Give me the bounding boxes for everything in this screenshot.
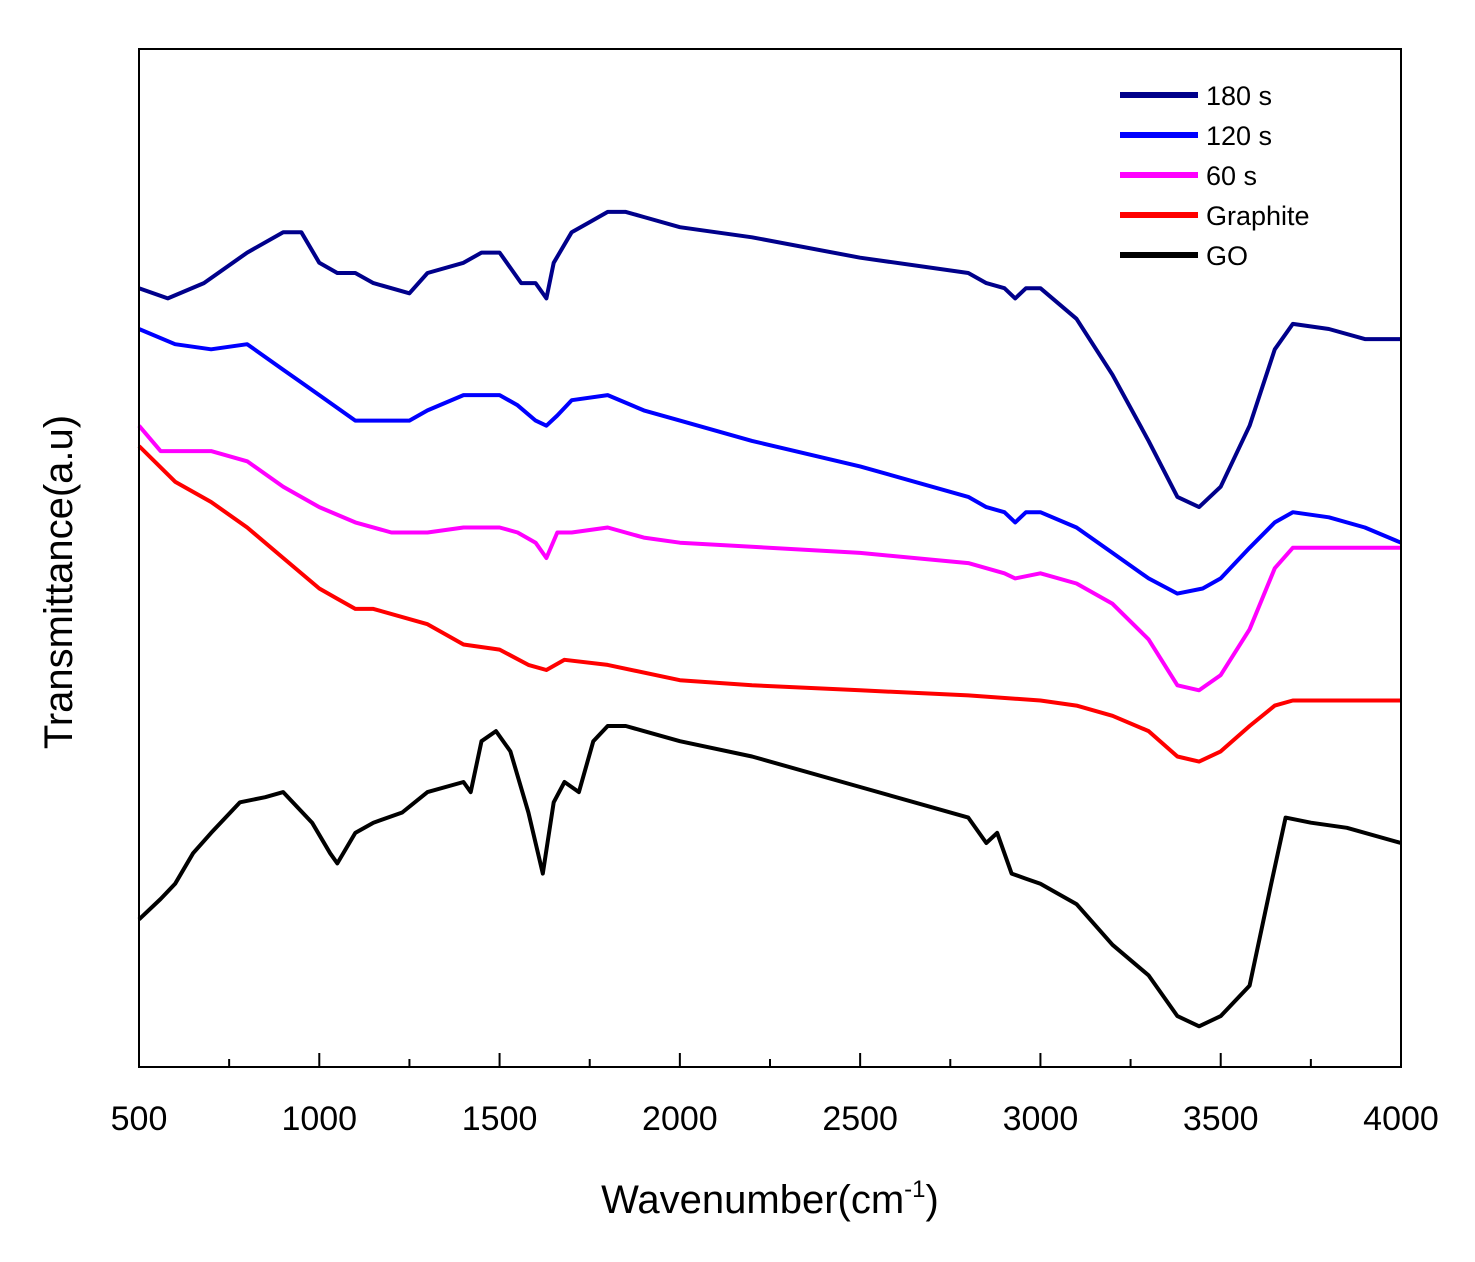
x-axis-ticks [138, 1053, 1402, 1067]
x-axis-label-superscript: -1 [904, 1176, 925, 1203]
series-line-180-s [138, 209, 1401, 510]
x-axis-label-text: Wavenumber(cm [601, 1178, 904, 1222]
series-lines [137, 209, 1402, 1029]
legend-label-graphite: Graphite [1206, 201, 1310, 231]
x-tick-label-500: 500 [111, 1100, 168, 1138]
series-line-go [137, 724, 1402, 1029]
series-line-60-s [137, 424, 1401, 693]
series-line-120-s [138, 327, 1402, 596]
x-tick-label-3500: 3500 [1183, 1100, 1259, 1138]
legend-label-180-s: 180 s [1206, 81, 1272, 111]
legend-label-go: GO [1206, 241, 1248, 271]
x-tick-label-2000: 2000 [642, 1100, 718, 1138]
x-tick-label-1000: 1000 [281, 1100, 357, 1138]
series-line-graphite [137, 444, 1401, 764]
x-tick-label-2500: 2500 [822, 1100, 898, 1138]
x-tick-label-4000: 4000 [1363, 1100, 1439, 1138]
x-tick-label-1500: 1500 [462, 1100, 538, 1138]
legend-label-60-s: 60 s [1206, 161, 1257, 191]
legend-label-120-s: 120 s [1206, 121, 1272, 151]
x-axis-tick-labels: 500 1000 1500 2000 2500 3000 3500 4000 [111, 1100, 1439, 1138]
legend: 180 s 120 s 60 s Graphite GO [1120, 81, 1310, 271]
x-tick-label-3000: 3000 [1003, 1100, 1079, 1138]
y-axis-label: Transmittance(a.u) [37, 415, 81, 749]
x-axis-label-close: ) [926, 1178, 939, 1222]
x-axis-label: Wavenumber(cm-1) [601, 1176, 939, 1222]
